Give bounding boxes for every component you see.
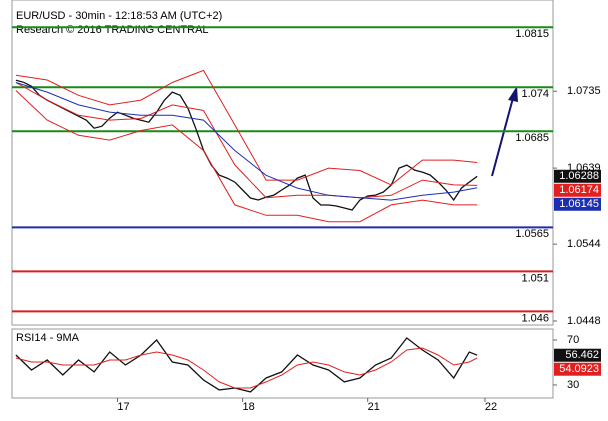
level-label: 1.051 <box>521 272 549 284</box>
chart-title: EUR/USD - 30min - 12:18:53 AM (UTC+2) <box>16 10 222 22</box>
level-label: 1.0685 <box>515 132 549 144</box>
series-line <box>15 79 478 211</box>
rsi-panel <box>11 328 554 399</box>
series-line <box>15 90 478 223</box>
series-line <box>15 82 478 199</box>
y-tick-label: 30 <box>567 379 579 391</box>
value-box <box>554 197 601 211</box>
y-tick-label: 1.0544 <box>567 238 601 250</box>
level-label: 1.046 <box>521 312 549 324</box>
series-line <box>15 69 478 186</box>
x-tick-label: 17 <box>117 401 129 413</box>
rsi-title: RSI14 - 9MA <box>16 332 80 344</box>
y-tick-label: 1.0448 <box>567 315 601 327</box>
value-box <box>554 348 601 362</box>
level-label: 1.0565 <box>515 228 549 240</box>
forecast-arrow <box>491 86 518 177</box>
main-panel <box>11 0 554 326</box>
value-box-label: 56.462 <box>565 349 599 361</box>
level-label: 1.0815 <box>515 28 549 40</box>
x-tick-label: 22 <box>485 401 497 413</box>
chart-subtitle: Research © 2016 TRADING CENTRAL <box>16 24 209 36</box>
value-box-label: 54.0923 <box>559 363 599 375</box>
y-tick-label: 1.0735 <box>567 85 601 97</box>
value-box-label: 1.06145 <box>559 198 599 210</box>
series-line <box>15 337 478 393</box>
value-box <box>554 183 601 197</box>
value-box <box>554 362 601 376</box>
level-label: 1.074 <box>521 88 549 100</box>
x-tick-label: 18 <box>243 401 255 413</box>
value-box-label: 1.06288 <box>559 170 599 182</box>
y-tick-label: 70 <box>567 334 579 346</box>
value-box <box>554 169 601 183</box>
series-line <box>15 82 478 201</box>
series-line <box>15 347 478 389</box>
value-box-label: 1.06174 <box>559 184 599 196</box>
x-tick-label: 21 <box>368 401 380 413</box>
